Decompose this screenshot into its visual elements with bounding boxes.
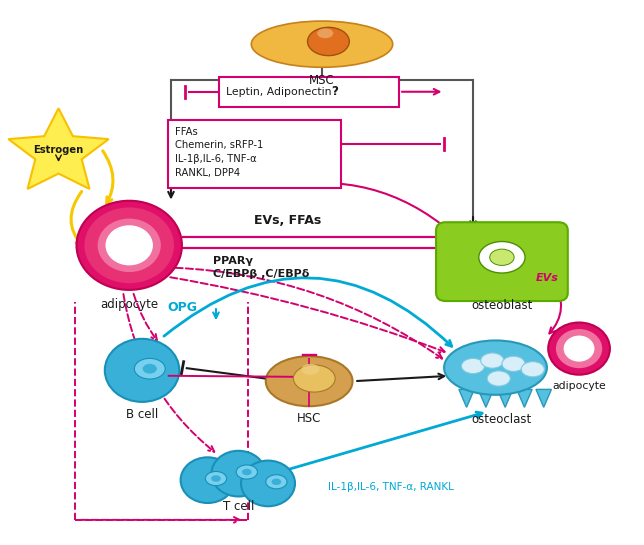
Ellipse shape — [480, 353, 504, 368]
Text: FFAs
Chemerin, sRFP-1
IL-1β,IL-6, TNF-α
RANKL, DPP4: FFAs Chemerin, sRFP-1 IL-1β,IL-6, TNF-α … — [175, 127, 264, 178]
Ellipse shape — [308, 27, 349, 56]
Text: B cell: B cell — [126, 408, 158, 421]
Ellipse shape — [487, 371, 510, 386]
Circle shape — [180, 457, 234, 503]
Circle shape — [548, 323, 610, 375]
Text: T cell: T cell — [223, 500, 254, 513]
Text: OPG: OPG — [168, 301, 198, 314]
Ellipse shape — [205, 471, 227, 486]
Ellipse shape — [242, 469, 252, 475]
Text: Estrogen: Estrogen — [33, 145, 84, 155]
Ellipse shape — [444, 341, 547, 395]
Text: adipocyte: adipocyte — [552, 381, 606, 391]
Ellipse shape — [211, 475, 221, 482]
Text: HSC: HSC — [297, 412, 321, 425]
Circle shape — [211, 451, 265, 496]
Ellipse shape — [251, 21, 393, 67]
Text: EVs, FFAs: EVs, FFAs — [254, 214, 322, 227]
FancyBboxPatch shape — [219, 77, 399, 107]
Polygon shape — [459, 389, 474, 407]
Ellipse shape — [521, 362, 544, 377]
Ellipse shape — [478, 241, 525, 273]
FancyBboxPatch shape — [436, 222, 568, 301]
Text: adipocyte: adipocyte — [100, 298, 158, 311]
Ellipse shape — [489, 249, 514, 265]
Ellipse shape — [135, 359, 166, 379]
Ellipse shape — [236, 465, 258, 479]
Text: PPARγ
C/EBPβ ,C/EBPδ: PPARγ C/EBPβ ,C/EBPδ — [213, 256, 309, 279]
Polygon shape — [536, 389, 551, 407]
FancyBboxPatch shape — [168, 120, 341, 188]
Ellipse shape — [462, 359, 484, 374]
Circle shape — [106, 225, 153, 265]
Circle shape — [564, 336, 594, 362]
Circle shape — [84, 208, 174, 283]
Polygon shape — [516, 389, 532, 407]
Ellipse shape — [294, 365, 335, 392]
Text: IL-1β,IL-6, TNF-α, RANKL: IL-1β,IL-6, TNF-α, RANKL — [328, 482, 454, 492]
Circle shape — [105, 339, 179, 402]
Ellipse shape — [143, 364, 157, 374]
Ellipse shape — [317, 28, 333, 38]
Text: EVs: EVs — [535, 274, 558, 283]
Ellipse shape — [272, 479, 281, 485]
Circle shape — [77, 201, 182, 290]
Text: Leptin, Adiponectin: Leptin, Adiponectin — [225, 87, 335, 97]
Polygon shape — [478, 389, 493, 407]
Text: MSC: MSC — [309, 74, 335, 87]
Polygon shape — [497, 389, 513, 407]
Text: osteoblast: osteoblast — [471, 299, 533, 312]
Ellipse shape — [502, 356, 525, 372]
Circle shape — [556, 329, 602, 368]
Text: ?: ? — [332, 85, 339, 98]
Ellipse shape — [266, 475, 287, 489]
Text: osteoclast: osteoclast — [472, 413, 532, 426]
Circle shape — [241, 461, 295, 506]
Polygon shape — [8, 108, 109, 189]
Ellipse shape — [301, 364, 319, 375]
Ellipse shape — [266, 356, 352, 406]
Circle shape — [98, 219, 161, 272]
